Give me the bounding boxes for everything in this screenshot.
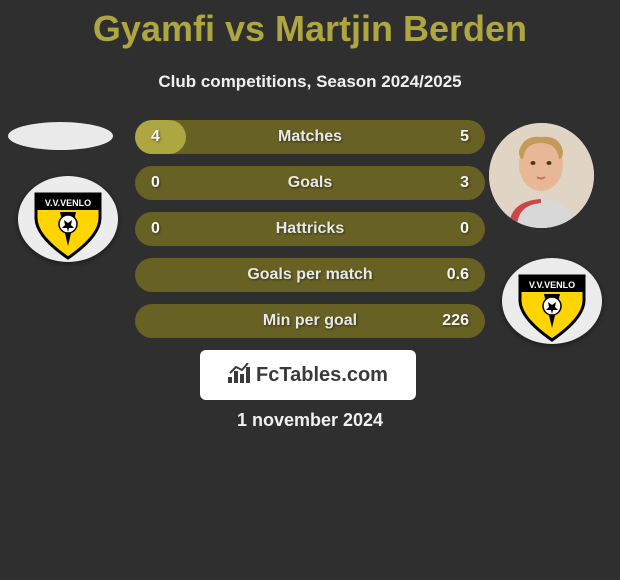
stat-row-matches: 4 Matches 5 (135, 120, 485, 154)
stat-row-hattricks: 0 Hattricks 0 (135, 212, 485, 246)
branding-text: FcTables.com (256, 364, 388, 387)
stat-label: Matches (135, 128, 485, 146)
date-text: 1 november 2024 (0, 410, 620, 431)
player-right-club-logo: V.V.VENLO (502, 258, 602, 344)
stats-container: 4 Matches 5 0 Goals 3 0 Hattricks 0 Goal… (135, 120, 485, 350)
stat-value-right: 226 (442, 312, 469, 330)
chart-icon (228, 363, 250, 388)
player-left-avatar (8, 122, 113, 150)
svg-text:V.V.VENLO: V.V.VENLO (529, 280, 575, 290)
stat-label: Goals per match (135, 266, 485, 284)
stat-label: Min per goal (135, 312, 485, 330)
stat-row-goals: 0 Goals 3 (135, 166, 485, 200)
stat-label: Hattricks (135, 220, 485, 238)
stat-value-right: 0.6 (447, 266, 469, 284)
stat-value-right: 5 (460, 128, 469, 146)
svg-text:V.V.VENLO: V.V.VENLO (45, 198, 91, 208)
stat-value-right: 3 (460, 174, 469, 192)
stat-label: Goals (135, 174, 485, 192)
branding-box: FcTables.com (200, 350, 416, 400)
player-left-club-logo: V.V.VENLO (18, 176, 118, 262)
player-right-avatar (489, 123, 594, 228)
stat-value-right: 0 (460, 220, 469, 238)
stat-row-goals-per-match: Goals per match 0.6 (135, 258, 485, 292)
stat-row-min-per-goal: Min per goal 226 (135, 304, 485, 338)
subtitle: Club competitions, Season 2024/2025 (0, 72, 620, 92)
page-title: Gyamfi vs Martjin Berden (0, 0, 620, 50)
